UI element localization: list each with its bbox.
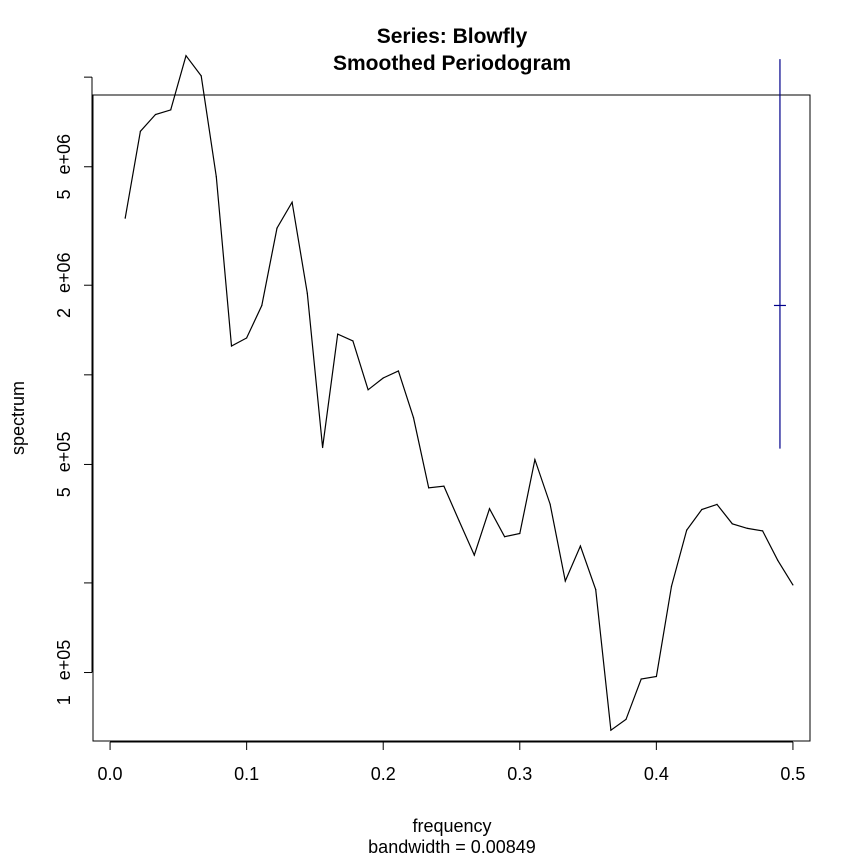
x-tick-label: 0.3 bbox=[507, 764, 532, 784]
spectrum-point bbox=[428, 487, 430, 489]
x-tick-label: 0.0 bbox=[98, 764, 123, 784]
spectrum-point bbox=[215, 176, 217, 178]
spectrum-point bbox=[716, 503, 718, 505]
spectrum-point bbox=[337, 333, 339, 335]
x-tick-label: 0.5 bbox=[780, 764, 805, 784]
spectrum-point bbox=[154, 113, 157, 116]
bandwidth-label: bandwidth = 0.00849 bbox=[368, 837, 536, 857]
y-axis-label: spectrum bbox=[8, 381, 28, 455]
spectrum-point bbox=[246, 337, 248, 339]
spectrum-point bbox=[564, 580, 566, 582]
chart-title: Series: Blowfly bbox=[377, 25, 528, 48]
spectrum-point bbox=[124, 217, 126, 219]
spectrum-point bbox=[595, 588, 597, 591]
x-tick-label: 0.1 bbox=[234, 764, 259, 784]
spectrum-point bbox=[276, 227, 278, 229]
spectrum-point bbox=[625, 718, 627, 721]
spectrum-point bbox=[185, 55, 187, 57]
spectrum-point bbox=[731, 523, 733, 525]
spectrum-point bbox=[504, 536, 506, 538]
spectrum-point bbox=[488, 508, 491, 510]
spectrum-point bbox=[458, 520, 460, 522]
spectrum-point bbox=[170, 109, 172, 111]
spectrum-point bbox=[473, 554, 475, 556]
spectrum-point bbox=[397, 370, 399, 372]
spectrum-line bbox=[124, 54, 794, 732]
spectrum-point bbox=[746, 527, 749, 530]
spectrum-point bbox=[261, 304, 263, 307]
confidence-interval-bar bbox=[773, 59, 786, 449]
chart-subtitle: Smoothed Periodogram bbox=[333, 52, 571, 75]
spectrum-point bbox=[655, 675, 658, 678]
x-axis: 0.0 0.1 0.2 0.3 0.4 0.5 bbox=[98, 741, 805, 784]
spectrum-point bbox=[579, 545, 582, 547]
spectrum-point bbox=[322, 446, 324, 449]
y-tick-label: 2 e+06 bbox=[54, 252, 74, 318]
spectrum-point bbox=[291, 201, 293, 203]
series-layer bbox=[124, 54, 794, 732]
spectrum-point bbox=[367, 389, 369, 391]
spectrum-point bbox=[549, 503, 551, 505]
x-tick-label: 0.4 bbox=[644, 764, 669, 784]
spectrum-point bbox=[139, 130, 141, 132]
spectrum-point bbox=[762, 530, 764, 532]
x-axis-label: frequency bbox=[412, 816, 491, 836]
y-tick-label: 1 e+05 bbox=[54, 640, 74, 706]
spectrum-point bbox=[640, 678, 642, 680]
y-tick-label: 5 e+05 bbox=[54, 432, 74, 498]
spectrum-point bbox=[306, 292, 308, 294]
spectrum-point bbox=[701, 508, 703, 511]
spectrum-point bbox=[792, 584, 794, 586]
spectrum-point bbox=[412, 417, 415, 419]
spectrum-point bbox=[534, 459, 536, 461]
spectrum-point bbox=[686, 529, 688, 531]
spectrum-point bbox=[200, 75, 202, 77]
plot-area-frame bbox=[92, 94, 811, 742]
y-axis: 1 e+05 5 e+05 2 e+06 5 e+06 bbox=[54, 76, 93, 706]
spectrum-point bbox=[230, 345, 233, 347]
spectrum-point bbox=[443, 485, 445, 487]
spectrum-point bbox=[519, 532, 521, 535]
x-tick-label: 0.2 bbox=[371, 764, 396, 784]
y-tick-label: 5 e+06 bbox=[54, 134, 74, 200]
spectrum-point bbox=[352, 340, 354, 342]
spectrum-point bbox=[670, 585, 673, 587]
spectrum-point bbox=[382, 377, 384, 379]
spectrum-point bbox=[777, 559, 779, 562]
spectrum-point bbox=[610, 729, 612, 731]
